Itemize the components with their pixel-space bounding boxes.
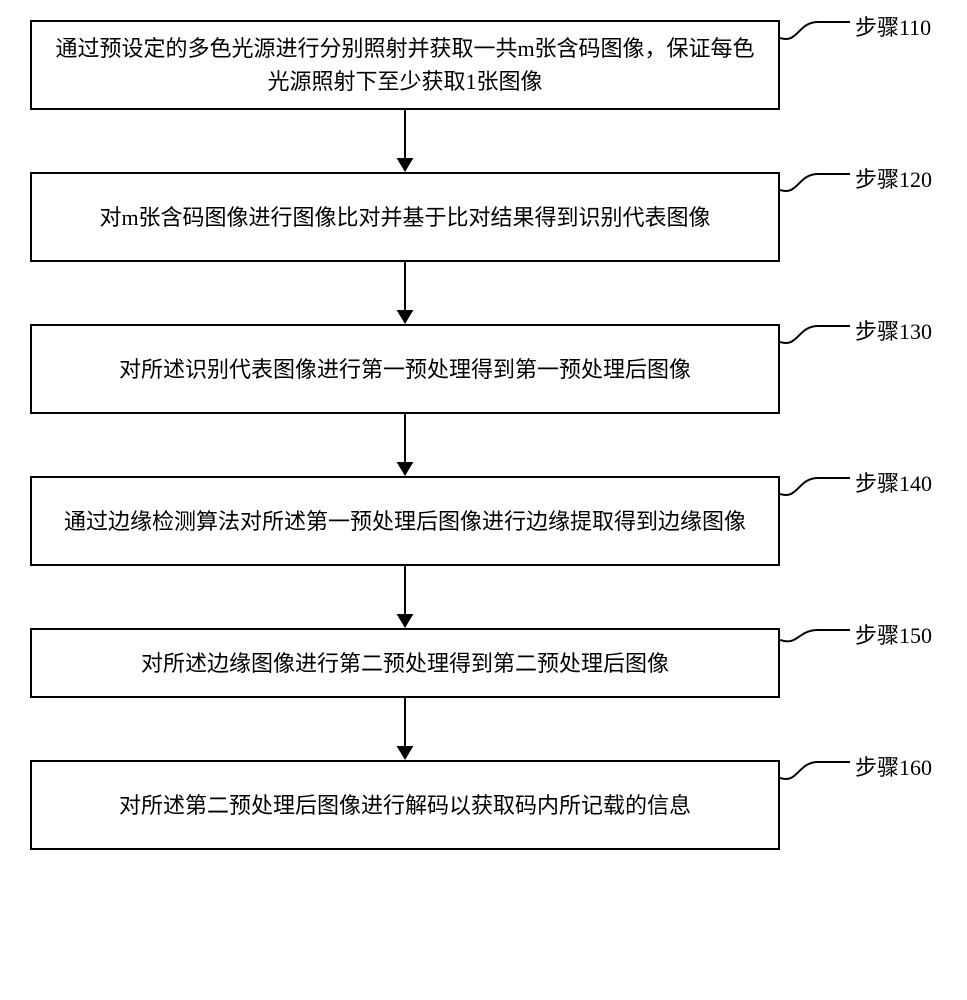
step-box: 对所述识别代表图像进行第一预处理得到第一预处理后图像 <box>30 324 780 414</box>
arrow-down <box>390 110 420 172</box>
connector-curve <box>780 760 850 802</box>
connector-wrap <box>780 476 850 518</box>
connector-wrap <box>780 20 850 62</box>
step-text: 对所述识别代表图像进行第一预处理得到第一预处理后图像 <box>119 353 691 386</box>
step-label: 步骤160 <box>855 750 932 782</box>
connector-curve <box>780 324 850 366</box>
arrow-row <box>30 698 780 760</box>
arrow-down <box>390 698 420 760</box>
arrow-row <box>30 262 780 324</box>
step-box: 对所述边缘图像进行第二预处理得到第二预处理后图像 <box>30 628 780 698</box>
connector-curve <box>780 20 850 62</box>
step-text: 对所述边缘图像进行第二预处理得到第二预处理后图像 <box>141 647 669 680</box>
step-label: 步骤150 <box>855 618 932 650</box>
step-label: 步骤130 <box>855 314 932 346</box>
connector-wrap <box>780 324 850 366</box>
step-box: 对m张含码图像进行图像比对并基于比对结果得到识别代表图像 <box>30 172 780 262</box>
step-text: 对m张含码图像进行图像比对并基于比对结果得到识别代表图像 <box>99 201 710 234</box>
arrow-down <box>390 566 420 628</box>
step-row-step-150: 对所述边缘图像进行第二预处理得到第二预处理后图像 步骤150 <box>30 628 950 698</box>
connector-curve <box>780 628 850 664</box>
step-row-step-110: 通过预设定的多色光源进行分别照射并获取一共m张含码图像，保证每色光源照射下至少获… <box>30 20 950 110</box>
connector-curve <box>780 172 850 214</box>
step-box: 对所述第二预处理后图像进行解码以获取码内所记载的信息 <box>30 760 780 850</box>
step-text: 通过预设定的多色光源进行分别照射并获取一共m张含码图像，保证每色光源照射下至少获… <box>52 32 758 98</box>
flowchart-container: 通过预设定的多色光源进行分别照射并获取一共m张含码图像，保证每色光源照射下至少获… <box>30 20 950 850</box>
step-row-step-120: 对m张含码图像进行图像比对并基于比对结果得到识别代表图像 步骤120 <box>30 172 950 262</box>
step-row-step-140: 通过边缘检测算法对所述第一预处理后图像进行边缘提取得到边缘图像 步骤140 <box>30 476 950 566</box>
step-row-step-160: 对所述第二预处理后图像进行解码以获取码内所记载的信息 步骤160 <box>30 760 950 850</box>
step-label: 步骤140 <box>855 466 932 498</box>
arrow-row <box>30 110 780 172</box>
step-text: 通过边缘检测算法对所述第一预处理后图像进行边缘提取得到边缘图像 <box>64 505 746 538</box>
step-row-step-130: 对所述识别代表图像进行第一预处理得到第一预处理后图像 步骤130 <box>30 324 950 414</box>
connector-wrap <box>780 760 850 802</box>
arrow-row <box>30 414 780 476</box>
arrow-down <box>390 262 420 324</box>
arrow-down <box>390 414 420 476</box>
step-label: 步骤110 <box>855 10 931 42</box>
step-box: 通过预设定的多色光源进行分别照射并获取一共m张含码图像，保证每色光源照射下至少获… <box>30 20 780 110</box>
step-text: 对所述第二预处理后图像进行解码以获取码内所记载的信息 <box>119 789 691 822</box>
connector-wrap <box>780 172 850 214</box>
connector-curve <box>780 476 850 518</box>
step-label: 步骤120 <box>855 162 932 194</box>
step-box: 通过边缘检测算法对所述第一预处理后图像进行边缘提取得到边缘图像 <box>30 476 780 566</box>
connector-wrap <box>780 628 850 664</box>
arrow-row <box>30 566 780 628</box>
